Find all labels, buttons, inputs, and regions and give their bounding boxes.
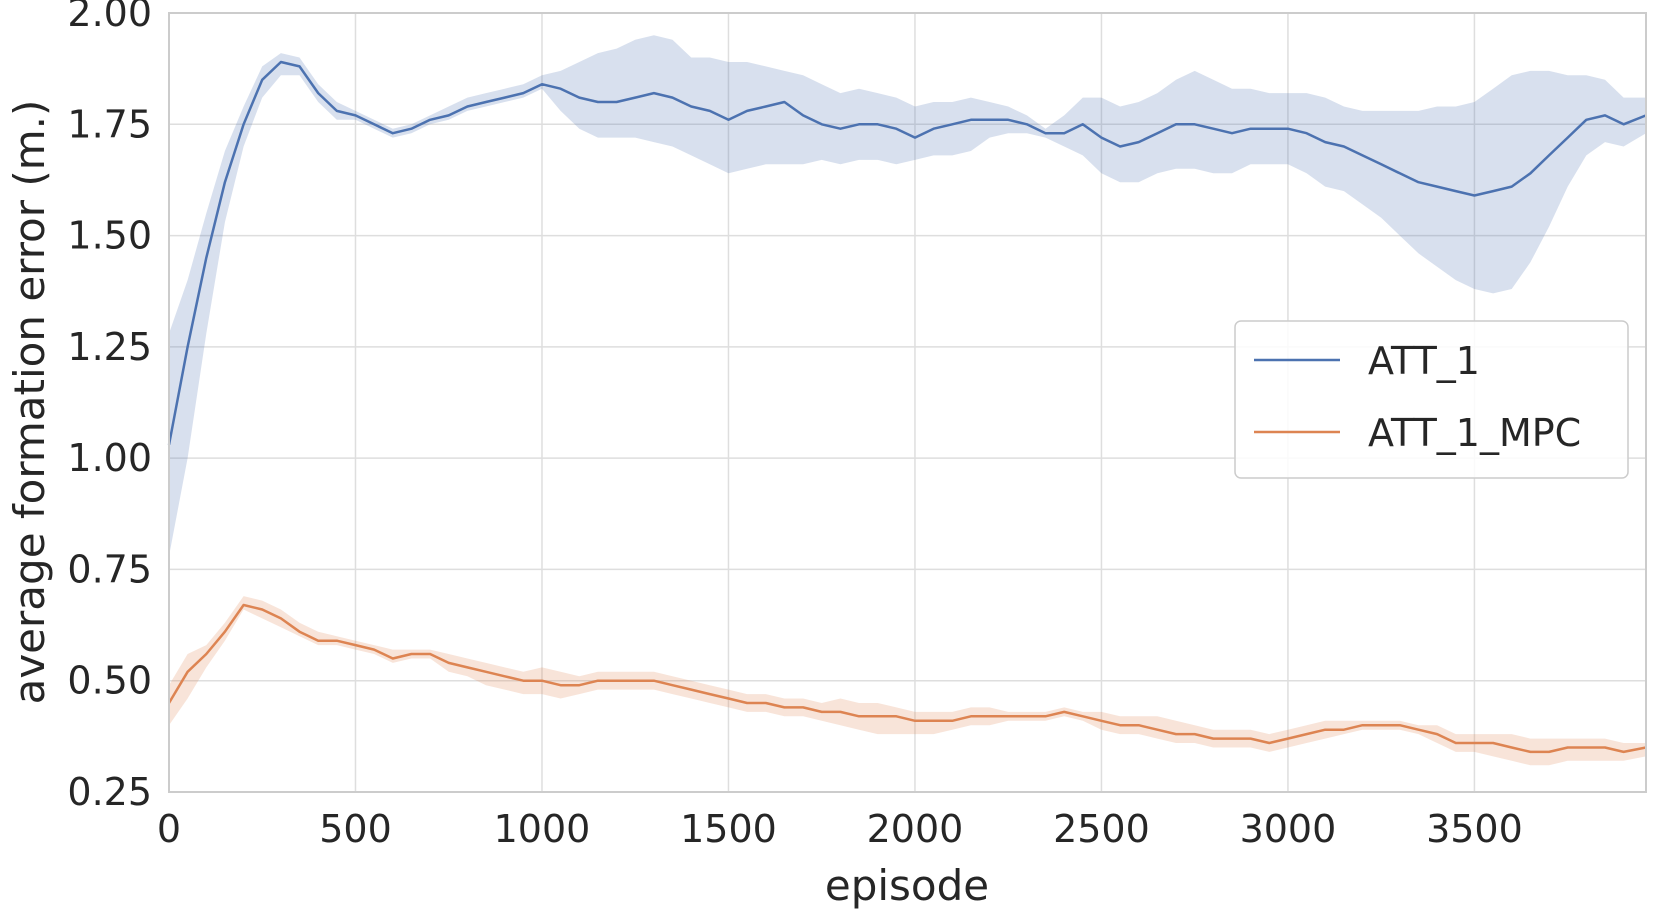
y-tick-label-2-00: 2.00	[67, 0, 152, 35]
x-tick-label-0: 0	[157, 807, 181, 851]
x-tick-label-500: 500	[319, 807, 392, 851]
series-lines	[167, 60, 1647, 754]
confidence-bands	[169, 35, 1646, 766]
x-tick-label-2500: 2500	[1053, 807, 1150, 851]
x-tick-labels: 0 500 1000 1500 2000 2500 3000 3500	[157, 807, 1523, 851]
y-tick-label-0-25: 0.25	[67, 770, 152, 814]
x-tick-label-1500: 1500	[680, 807, 777, 851]
y-tick-label-1-25: 1.25	[67, 325, 152, 369]
y-tick-label-0-75: 0.75	[67, 547, 152, 591]
x-tick-label-3500: 3500	[1426, 807, 1523, 851]
y-tick-label-1-00: 1.00	[67, 436, 152, 480]
y-tick-label-1-75: 1.75	[67, 102, 152, 146]
band-att-1	[169, 35, 1646, 557]
legend-label-att-1: ATT_1	[1368, 339, 1480, 383]
y-tick-label-1-50: 1.50	[67, 214, 152, 258]
plot-frame	[168, 12, 1647, 793]
legend: ATT_1 ATT_1_MPC	[1234, 320, 1629, 479]
y-tick-label-0-50: 0.50	[67, 659, 152, 703]
x-tick-label-3000: 3000	[1240, 807, 1337, 851]
x-tick-label-1000: 1000	[494, 807, 591, 851]
x-axis-title: episode	[825, 861, 989, 910]
y-axis-title: average formation error (m.)	[5, 100, 54, 705]
legend-label-att-1-mpc: ATT_1_MPC	[1368, 411, 1581, 455]
band-att-1-mpc	[169, 596, 1646, 766]
series-line-att-1-mpc	[167, 603, 1647, 754]
series-line-att-1	[167, 60, 1647, 446]
y-tick-labels: 0.25 0.50 0.75 1.00 1.25 1.50 1.75 2.00	[67, 0, 152, 814]
x-tick-label-2000: 2000	[867, 807, 964, 851]
